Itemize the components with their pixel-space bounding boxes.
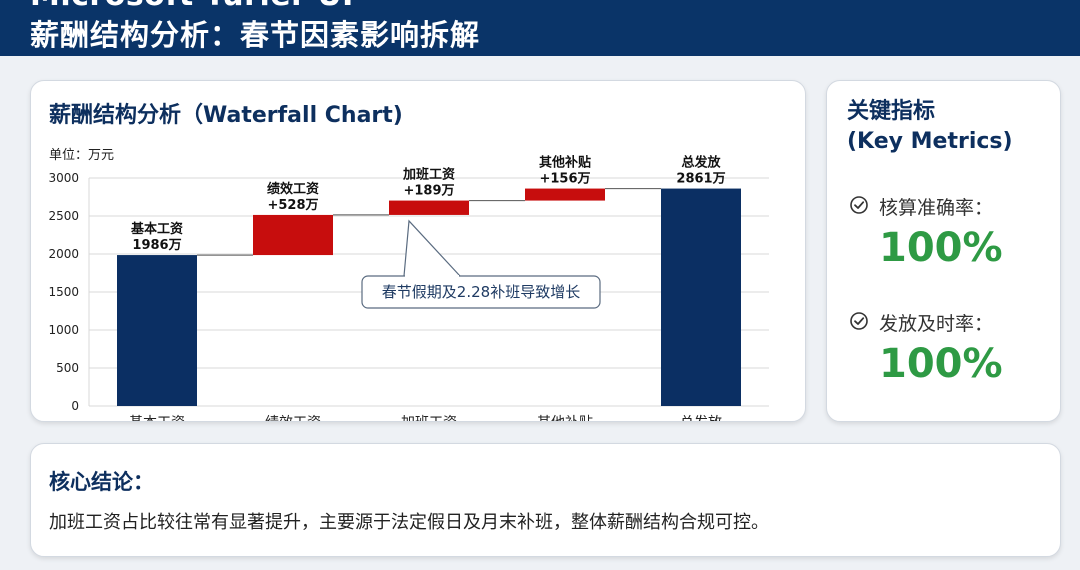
bar-2 xyxy=(253,214,333,256)
y-tick-label: 2500 xyxy=(48,209,79,223)
conclusion-card: 核心结论： 加班工资占比较往常有显著提升，主要源于法定假日及月末补班，整体薪酬结… xyxy=(30,443,1061,557)
metric-value: 100% xyxy=(879,225,1003,271)
metrics-card: 关键指标 (Key Metrics) 核算准确率： 100% 发放及时率： 10… xyxy=(826,80,1061,422)
data-label-name: 绩效工资 xyxy=(267,181,319,197)
bar-4 xyxy=(525,188,605,201)
data-label-value: 2861万 xyxy=(676,172,725,187)
data-label-name: 加班工资 xyxy=(402,167,455,183)
data-label-value: +528万 xyxy=(267,198,318,213)
callout-box xyxy=(361,275,601,309)
waterfall-chart: 单位：万元050010001500200025003000基本工资1986万基本… xyxy=(48,148,769,421)
cut-off-heading: Microsoft Turier UI xyxy=(30,0,354,13)
metric-label: 核算准确率： xyxy=(879,197,994,219)
bar-1 xyxy=(117,255,197,406)
y-tick-label: 2000 xyxy=(48,247,79,261)
metric-value: 100% xyxy=(879,341,1003,387)
data-label-value: 1986万 xyxy=(132,238,181,253)
x-tick-label: 加班工资 xyxy=(401,415,457,421)
bar-5 xyxy=(661,188,741,406)
page-title: 薪酬结构分析：春节因素影响拆解 xyxy=(30,18,481,52)
conclusion-text: 加班工资占比较往常有显著提升，主要源于法定假日及月末补班，整体薪酬结构合规可控。 xyxy=(49,512,769,533)
data-label-name: 其他补贴 xyxy=(539,155,591,171)
callout-pointer xyxy=(403,219,461,277)
annotation-text: 春节假期及2.28补班导致增长 xyxy=(382,283,580,301)
x-tick-label: 总发放 xyxy=(680,415,722,421)
y-tick-label: 0 xyxy=(71,399,79,413)
chart-title: 薪酬结构分析（Waterfall Chart) xyxy=(49,103,403,128)
data-label-name: 总发放 xyxy=(681,155,721,171)
unit-label: 单位：万元 xyxy=(49,148,114,163)
bar-3 xyxy=(389,200,469,215)
data-label-value: +156万 xyxy=(539,172,590,187)
chart-card: 薪酬结构分析（Waterfall Chart) 单位：万元 0 500 1000 150… xyxy=(30,80,806,422)
data-label-name: 基本工资 xyxy=(130,221,183,237)
x-tick-label: 其他补贴 xyxy=(537,415,593,421)
x-tick-label: 基本工资 xyxy=(129,414,185,421)
check-circle-icon xyxy=(850,312,868,330)
metrics-title-cn: 关键指标 xyxy=(847,99,936,124)
metrics-title: 关键指标 (Key Metrics) xyxy=(847,97,1013,157)
y-tick-label: 500 xyxy=(56,361,79,375)
check-circle-icon xyxy=(850,196,868,214)
x-tick-label: 绩效工资 xyxy=(265,415,321,421)
y-tick-label: 1500 xyxy=(48,285,79,299)
conclusion-title: 核心结论： xyxy=(49,470,154,494)
data-label-value: +189万 xyxy=(403,184,454,199)
y-tick-label: 3000 xyxy=(48,171,79,185)
metric-label: 发放及时率： xyxy=(879,313,994,335)
y-tick-label: 1000 xyxy=(48,323,79,337)
metrics-title-en: (Key Metrics) xyxy=(847,129,1013,154)
header-bar: Microsoft Turier UI 薪酬结构分析：春节因素影响拆解 xyxy=(0,0,1080,56)
